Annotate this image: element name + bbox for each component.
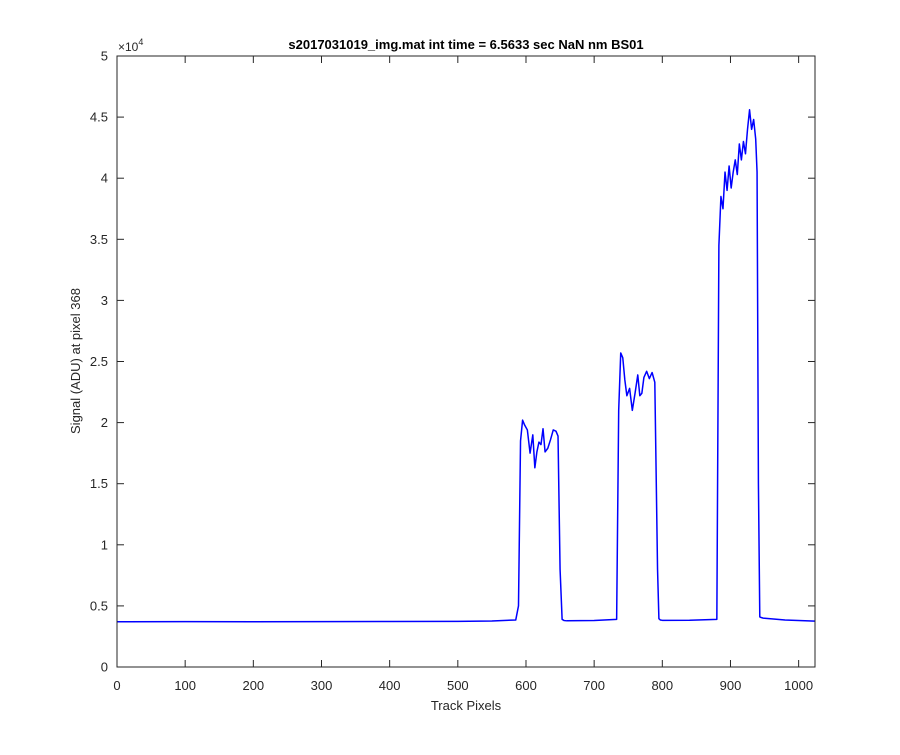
- x-axis-ticks: 0 100 200 300 400 500 600 700 800 900 1000: [113, 56, 813, 693]
- y-tick-label: 0.5: [90, 598, 108, 613]
- y-tick-label: 5: [101, 49, 108, 64]
- y-tick-label: 2.5: [90, 354, 108, 369]
- x-axis-label: Track Pixels: [431, 698, 502, 713]
- axes-box: [116, 55, 816, 668]
- y-tick-label: 2: [101, 415, 108, 430]
- x-tick-label: 1000: [784, 678, 813, 693]
- x-tick-label: 500: [447, 678, 469, 693]
- x-tick-label: 700: [583, 678, 605, 693]
- y-tick-label: 3: [101, 293, 108, 308]
- y-axis-ticks: 0 0.5 1 1.5 2 2.5 3 3.5 4 4.5 5: [90, 49, 815, 675]
- x-tick-label: 300: [311, 678, 333, 693]
- y-exponent-power: 4: [138, 37, 143, 47]
- signal-line: [116, 109, 816, 623]
- y-tick-label: 4.5: [90, 110, 108, 125]
- y-exponent-base: ×10: [118, 40, 139, 54]
- x-tick-label: 600: [515, 678, 537, 693]
- y-exponent-label: ×104: [118, 37, 143, 54]
- x-tick-label: 100: [174, 678, 196, 693]
- axes-background: [117, 56, 815, 667]
- y-axis-label: Signal (ADU) at pixel 368: [68, 288, 83, 434]
- y-tick-label: 1: [101, 537, 108, 552]
- y-tick-label: 4: [101, 171, 108, 186]
- chart-title: s2017031019_img.mat int time = 6.5633 se…: [288, 37, 643, 52]
- x-tick-label: 200: [242, 678, 264, 693]
- x-tick-label: 900: [720, 678, 742, 693]
- x-tick-label: 400: [379, 678, 401, 693]
- y-tick-label: 1.5: [90, 476, 108, 491]
- x-tick-label: 800: [651, 678, 673, 693]
- x-tick-label: 0: [113, 678, 120, 693]
- y-tick-label: 0: [101, 660, 108, 675]
- y-tick-label: 3.5: [90, 232, 108, 247]
